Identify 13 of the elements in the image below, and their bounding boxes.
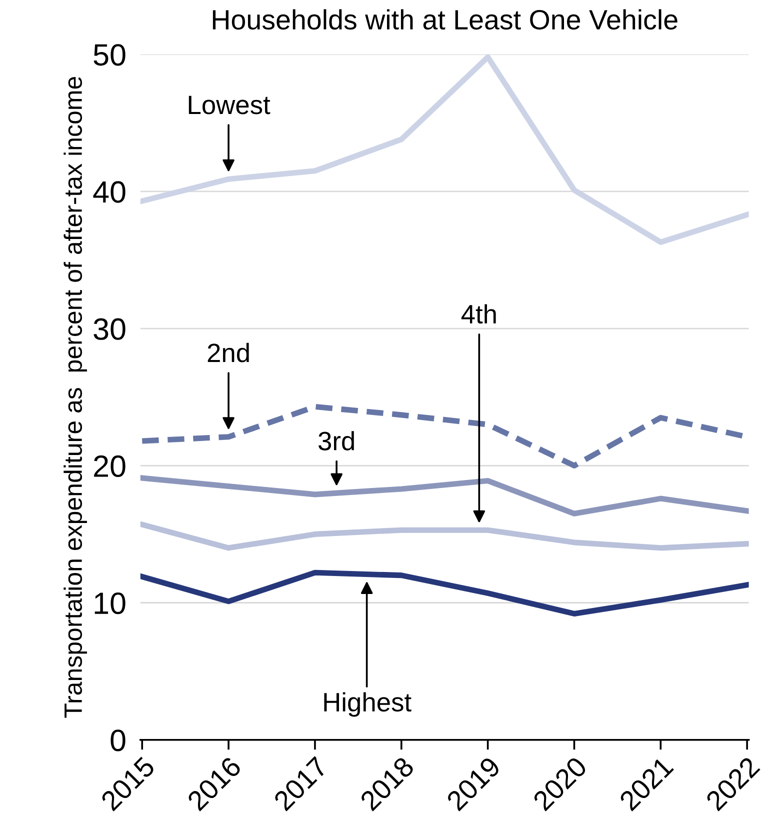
series-label: 3rd — [318, 431, 354, 450]
y-tick-label: 10 — [94, 592, 126, 614]
text: 2nd — [208, 342, 249, 362]
chart-title: Households with at Least One Vehicle — [212, 9, 678, 30]
y-tick-label: 0 — [110, 730, 126, 752]
text: Highest — [324, 692, 412, 717]
y-tick-label: 20 — [94, 455, 126, 478]
text: Lowest — [188, 96, 270, 114]
y-tick-label: 30 — [94, 318, 126, 340]
y-tick-label: 40 — [93, 181, 126, 203]
y-tick-label: 50 — [94, 44, 126, 66]
text: 4th — [461, 304, 496, 324]
y-axis-title: Transportation expenditure as percent of after-tax income — [64, 76, 87, 718]
